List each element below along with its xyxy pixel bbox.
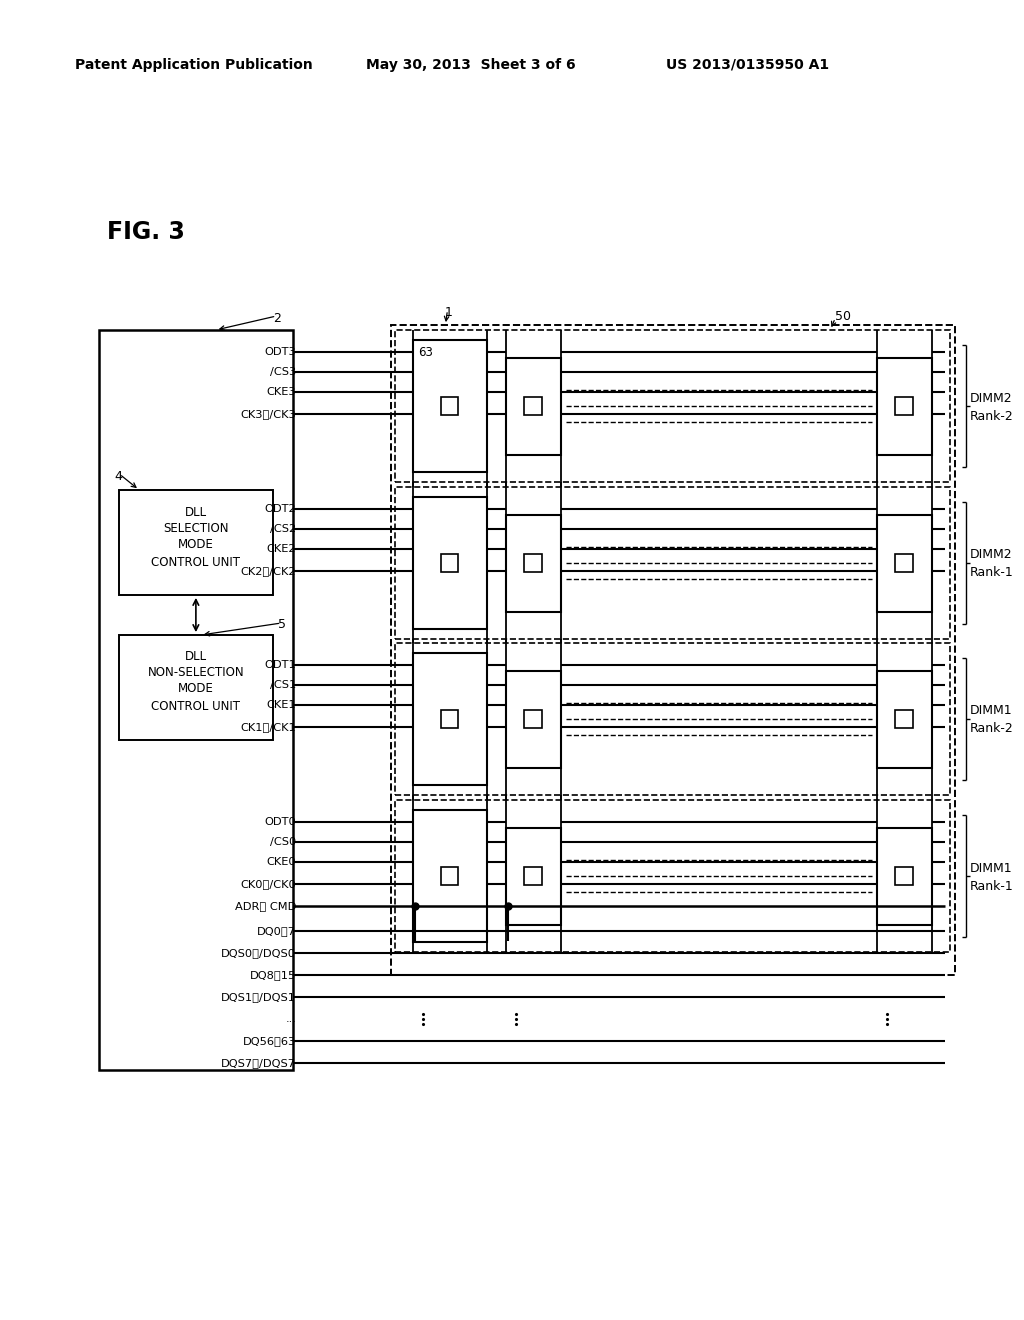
- Text: DQ8～15: DQ8～15: [250, 970, 296, 979]
- Text: 1: 1: [444, 305, 453, 318]
- Bar: [413, 341, 487, 473]
- Bar: [506, 358, 561, 455]
- Text: CKE1: CKE1: [266, 700, 296, 710]
- Bar: [440, 867, 459, 884]
- Text: SELECTION: SELECTION: [163, 521, 228, 535]
- Text: FIG. 3: FIG. 3: [108, 220, 185, 244]
- Text: ...: ...: [286, 1014, 296, 1024]
- Text: CONTROL UNIT: CONTROL UNIT: [152, 556, 241, 569]
- Bar: [895, 554, 912, 572]
- Bar: [524, 710, 542, 729]
- Text: ODT3: ODT3: [264, 347, 296, 356]
- Bar: [524, 397, 542, 414]
- Text: DQS1，/DQS1: DQS1，/DQS1: [221, 993, 296, 1002]
- Bar: [506, 515, 561, 612]
- Bar: [440, 710, 459, 729]
- Text: MODE: MODE: [178, 537, 214, 550]
- Bar: [99, 330, 293, 1071]
- Text: DQ0～7: DQ0～7: [257, 927, 296, 936]
- Text: CONTROL UNIT: CONTROL UNIT: [152, 701, 241, 714]
- Bar: [895, 867, 912, 884]
- Text: May 30, 2013  Sheet 3 of 6: May 30, 2013 Sheet 3 of 6: [366, 58, 575, 73]
- Bar: [440, 554, 459, 572]
- Text: CKE3: CKE3: [266, 387, 296, 397]
- Bar: [391, 325, 954, 975]
- Bar: [877, 828, 932, 925]
- Text: 63: 63: [418, 346, 432, 359]
- Text: Rank-1: Rank-1: [970, 566, 1014, 579]
- Bar: [524, 554, 542, 572]
- Text: CK1、/CK1: CK1、/CK1: [241, 722, 296, 733]
- Bar: [413, 498, 487, 630]
- Text: DQS7，/DQS7: DQS7，/DQS7: [221, 1059, 296, 1068]
- Text: CK3、/CK3: CK3、/CK3: [241, 409, 296, 418]
- Text: DIMM2: DIMM2: [970, 549, 1012, 561]
- Bar: [524, 867, 542, 884]
- Text: 5: 5: [279, 619, 287, 631]
- Bar: [413, 653, 487, 785]
- Text: ODT2: ODT2: [264, 504, 296, 513]
- Text: DIMM1: DIMM1: [970, 705, 1012, 718]
- Text: DIMM2: DIMM2: [970, 392, 1012, 404]
- Text: ODT1: ODT1: [264, 660, 296, 671]
- Text: Rank-2: Rank-2: [970, 722, 1014, 735]
- Bar: [395, 330, 949, 482]
- Bar: [877, 671, 932, 768]
- Text: DQ56～63: DQ56～63: [243, 1036, 296, 1045]
- Text: ODT0: ODT0: [264, 817, 296, 828]
- Bar: [395, 800, 949, 952]
- Text: DLL: DLL: [184, 651, 207, 664]
- Text: Patent Application Publication: Patent Application Publication: [75, 58, 312, 73]
- Text: /CS3: /CS3: [270, 367, 296, 378]
- Text: /CS0: /CS0: [270, 837, 296, 847]
- Bar: [395, 643, 949, 795]
- Text: US 2013/0135950 A1: US 2013/0135950 A1: [667, 58, 829, 73]
- Text: DIMM1: DIMM1: [970, 862, 1012, 874]
- Bar: [895, 710, 912, 729]
- Bar: [877, 358, 932, 455]
- Text: DLL: DLL: [184, 506, 207, 519]
- Text: CK0、/CK0: CK0、/CK0: [241, 879, 296, 888]
- Text: 50: 50: [836, 309, 851, 322]
- Text: Rank-2: Rank-2: [970, 409, 1014, 422]
- Text: CKE0: CKE0: [266, 857, 296, 867]
- Bar: [895, 397, 912, 414]
- Text: CKE2: CKE2: [267, 544, 296, 554]
- Bar: [120, 635, 273, 741]
- Bar: [877, 515, 932, 612]
- Bar: [440, 397, 459, 414]
- Text: NON-SELECTION: NON-SELECTION: [147, 667, 244, 680]
- Text: MODE: MODE: [178, 682, 214, 696]
- Text: /CS2: /CS2: [270, 524, 296, 535]
- Bar: [395, 487, 949, 639]
- Text: /CS1: /CS1: [270, 680, 296, 690]
- Text: ADR， CMD: ADR， CMD: [234, 902, 296, 911]
- Text: 2: 2: [273, 312, 282, 325]
- Text: 4: 4: [115, 470, 122, 483]
- Bar: [506, 671, 561, 768]
- Bar: [506, 828, 561, 925]
- Bar: [120, 490, 273, 595]
- Bar: [413, 810, 487, 942]
- Text: Rank-1: Rank-1: [970, 879, 1014, 892]
- Text: CK2、/CK2: CK2、/CK2: [241, 566, 296, 576]
- Text: DQS0，/DQS0: DQS0，/DQS0: [221, 948, 296, 958]
